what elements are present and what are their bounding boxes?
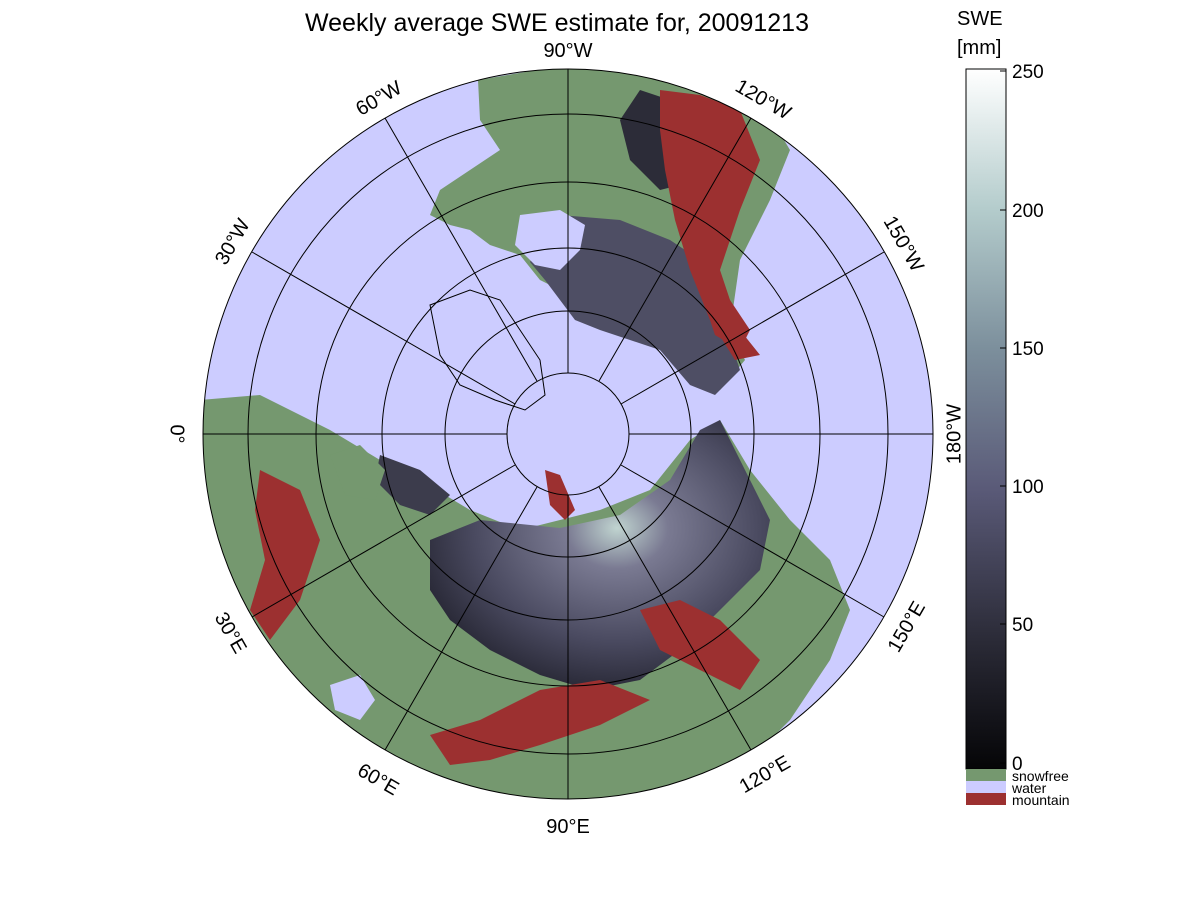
meridian-120e (598, 486, 752, 751)
meridian-120w (598, 117, 752, 382)
colorbar-gradient (965, 68, 1007, 770)
legend-label-snowfree: snowfree (1012, 768, 1069, 784)
map-border (202, 68, 934, 800)
scandinavia (330, 445, 385, 500)
meridian-30e (251, 464, 516, 618)
meridian-30w (251, 251, 516, 405)
european-mountains (250, 470, 320, 640)
colorbar-tick-50: 50 (1012, 615, 1033, 636)
tibet-mountains (430, 680, 650, 765)
colorbar-tick-0: 0 (1012, 754, 1023, 775)
meridians (203, 69, 933, 799)
colorbar-tick-250: 250 (1012, 62, 1044, 83)
alaska-mountains (700, 290, 750, 350)
meridian-150w (620, 251, 885, 405)
lon-label-120e: 120°E (736, 752, 794, 798)
map-title: Weekly average SWE estimate for, 2009121… (305, 9, 809, 37)
lon-label-60e: 60°E (354, 759, 403, 800)
lon-label-180w: 180°W (943, 404, 965, 464)
legend-label-mountain: mountain (1012, 792, 1070, 808)
legend-label-water: water (1011, 780, 1047, 796)
lon-label-90e: 90°E (546, 816, 590, 838)
colorbar-tick-200: 200 (1012, 201, 1044, 222)
lon-label-150e: 150°E (884, 598, 930, 656)
meridian-150e (620, 464, 885, 618)
rocky-mountains (660, 90, 760, 360)
colorbar-ticks (1000, 70, 1006, 764)
colorbar-tick-100: 100 (1012, 477, 1044, 498)
caspian-sea (330, 675, 375, 720)
lon-label-90w: 90°W (543, 40, 592, 62)
europe-snow (375, 455, 450, 515)
east-siberia-mountains (640, 600, 760, 690)
colorbar-tick-150: 150 (1012, 339, 1044, 360)
meridian-60e (384, 486, 538, 751)
legend-swatch-water (966, 781, 1006, 793)
lon-label-0: 0° (166, 424, 188, 443)
legend-swatch-snowfree (966, 769, 1006, 781)
legend-swatch-mountain (966, 793, 1006, 805)
meridian-60w (384, 117, 538, 382)
lon-label-30e: 30°E (210, 609, 251, 658)
colorbar-label-line2: [mm] (957, 37, 1001, 59)
greenland-outline (429, 289, 546, 411)
map-disk (203, 69, 933, 799)
colorbar-label-line1: SWE (957, 8, 1003, 30)
